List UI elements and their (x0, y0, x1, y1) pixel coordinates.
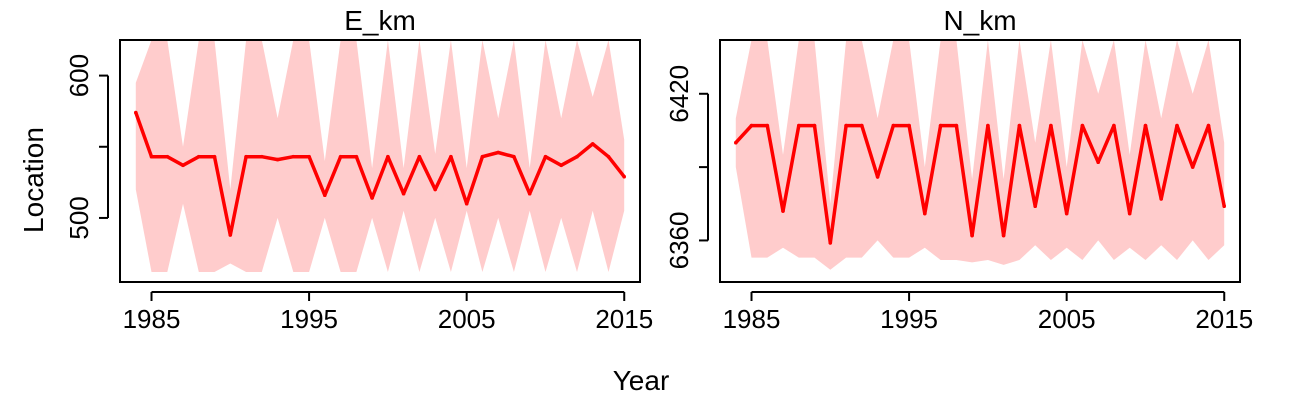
e-km-point-2000 (386, 154, 390, 159)
n-km-point-2013 (1190, 165, 1195, 169)
y-axis-label: Location (18, 127, 49, 233)
n-km-point-2002 (1017, 123, 1022, 128)
n-km-point-1989 (812, 123, 817, 128)
e-km-point-1985 (149, 154, 154, 159)
e-km-panel-title: E_km (344, 5, 416, 36)
panel-n-km: 1985 1995 2005 2015 6360 6420 N_km (664, 5, 1253, 334)
e-km-point-2014 (606, 154, 611, 159)
e-km-y-tick-label-500: 500 (64, 196, 94, 239)
n-km-y-tick-label-6420: 6420 (664, 65, 694, 123)
e-km-point-2012 (575, 154, 579, 159)
e-km-point-1988 (197, 154, 201, 159)
n-km-point-1985 (749, 123, 754, 128)
n-km-point-2003 (1033, 204, 1037, 208)
n-km-point-2011 (1159, 197, 1163, 201)
e-km-x-tick-label-1995: 1995 (280, 304, 338, 334)
e-km-point-1986 (165, 154, 170, 159)
n-km-point-1998 (954, 123, 959, 128)
e-km-point-2011 (559, 163, 563, 168)
n-km-point-2000 (986, 123, 990, 128)
e-km-confidence-band (135, 40, 625, 272)
e-km-point-2004 (449, 154, 453, 159)
e-km-point-1992 (260, 154, 264, 159)
n-km-point-1992 (860, 123, 864, 128)
n-km-point-1994 (891, 123, 896, 128)
n-km-x-tick-label-1985: 1985 (723, 304, 781, 334)
e-km-point-2007 (496, 150, 501, 155)
n-km-point-1995 (907, 123, 911, 128)
e-km-plot-frame (119, 39, 641, 283)
n-km-point-2012 (1175, 123, 1179, 128)
n-km-point-2007 (1096, 160, 1100, 164)
n-km-point-2005 (1064, 211, 1069, 216)
e-km-point-2009 (527, 191, 532, 196)
n-km-x-tick-label-2005: 2005 (1038, 304, 1096, 334)
n-km-point-1986 (765, 123, 770, 128)
n-km-point-1997 (938, 123, 943, 128)
e-km-point-2013 (590, 142, 595, 146)
e-km-x-tick-label-2005: 2005 (438, 304, 496, 334)
n-km-point-2004 (1049, 123, 1053, 128)
e-km-point-1989 (212, 154, 217, 159)
e-km-point-1990 (228, 233, 233, 237)
e-km-y-tick-label-600: 600 (64, 54, 94, 97)
e-km-point-2010 (543, 154, 548, 159)
n-km-panel-title: N_km (943, 5, 1016, 36)
n-km-point-1990 (828, 241, 833, 245)
n-km-x-tick-label-2015: 2015 (1195, 304, 1253, 334)
e-km-point-1987 (181, 163, 185, 168)
e-km-point-1999 (370, 196, 374, 200)
n-km-point-1993 (875, 175, 880, 179)
e-km-point-2005 (464, 201, 469, 206)
n-km-point-1991 (844, 123, 848, 128)
n-km-point-2001 (1001, 233, 1006, 238)
e-km-point-1998 (354, 154, 359, 159)
n-km-x-tick-label-1995: 1995 (880, 304, 938, 334)
e-km-point-1995 (307, 154, 311, 159)
n-km-estimate-line (734, 123, 1226, 245)
e-km-point-2001 (401, 191, 406, 196)
n-km-point-1984 (734, 140, 738, 145)
panel-e-km: 1985 1995 2005 2015 500 600 E_km (64, 5, 653, 334)
n-km-plot-frame (719, 39, 1241, 283)
e-km-point-1997 (338, 154, 343, 159)
e-km-point-2002 (417, 154, 422, 159)
e-km-point-2006 (480, 154, 485, 159)
n-km-confidence-band (735, 40, 1225, 270)
n-km-point-1987 (781, 209, 785, 213)
e-km-point-2008 (512, 154, 516, 159)
e-km-estimate-line (134, 112, 626, 237)
n-km-point-1996 (923, 211, 927, 216)
e-km-point-2015 (622, 174, 626, 179)
n-km-point-2009 (1127, 211, 1132, 216)
e-km-point-1984 (134, 110, 138, 115)
n-km-y-tick-label-6360: 6360 (664, 212, 694, 270)
e-km-x-tick-label-1985: 1985 (123, 304, 181, 334)
e-km-point-2003 (433, 187, 438, 192)
e-km-point-1994 (291, 154, 296, 159)
e-km-x-tick-label-2015: 2015 (595, 304, 653, 334)
n-km-point-2014 (1206, 123, 1211, 128)
n-km-point-2010 (1143, 123, 1148, 128)
x-axis-label: Year (613, 365, 670, 396)
n-km-point-1988 (797, 123, 801, 128)
n-km-point-2008 (1112, 123, 1116, 128)
e-km-point-1996 (323, 193, 327, 197)
n-km-point-2006 (1080, 123, 1085, 128)
n-km-point-2015 (1222, 204, 1226, 208)
e-km-point-1993 (275, 157, 280, 162)
n-km-point-1999 (970, 233, 974, 238)
e-km-point-1991 (244, 154, 248, 159)
